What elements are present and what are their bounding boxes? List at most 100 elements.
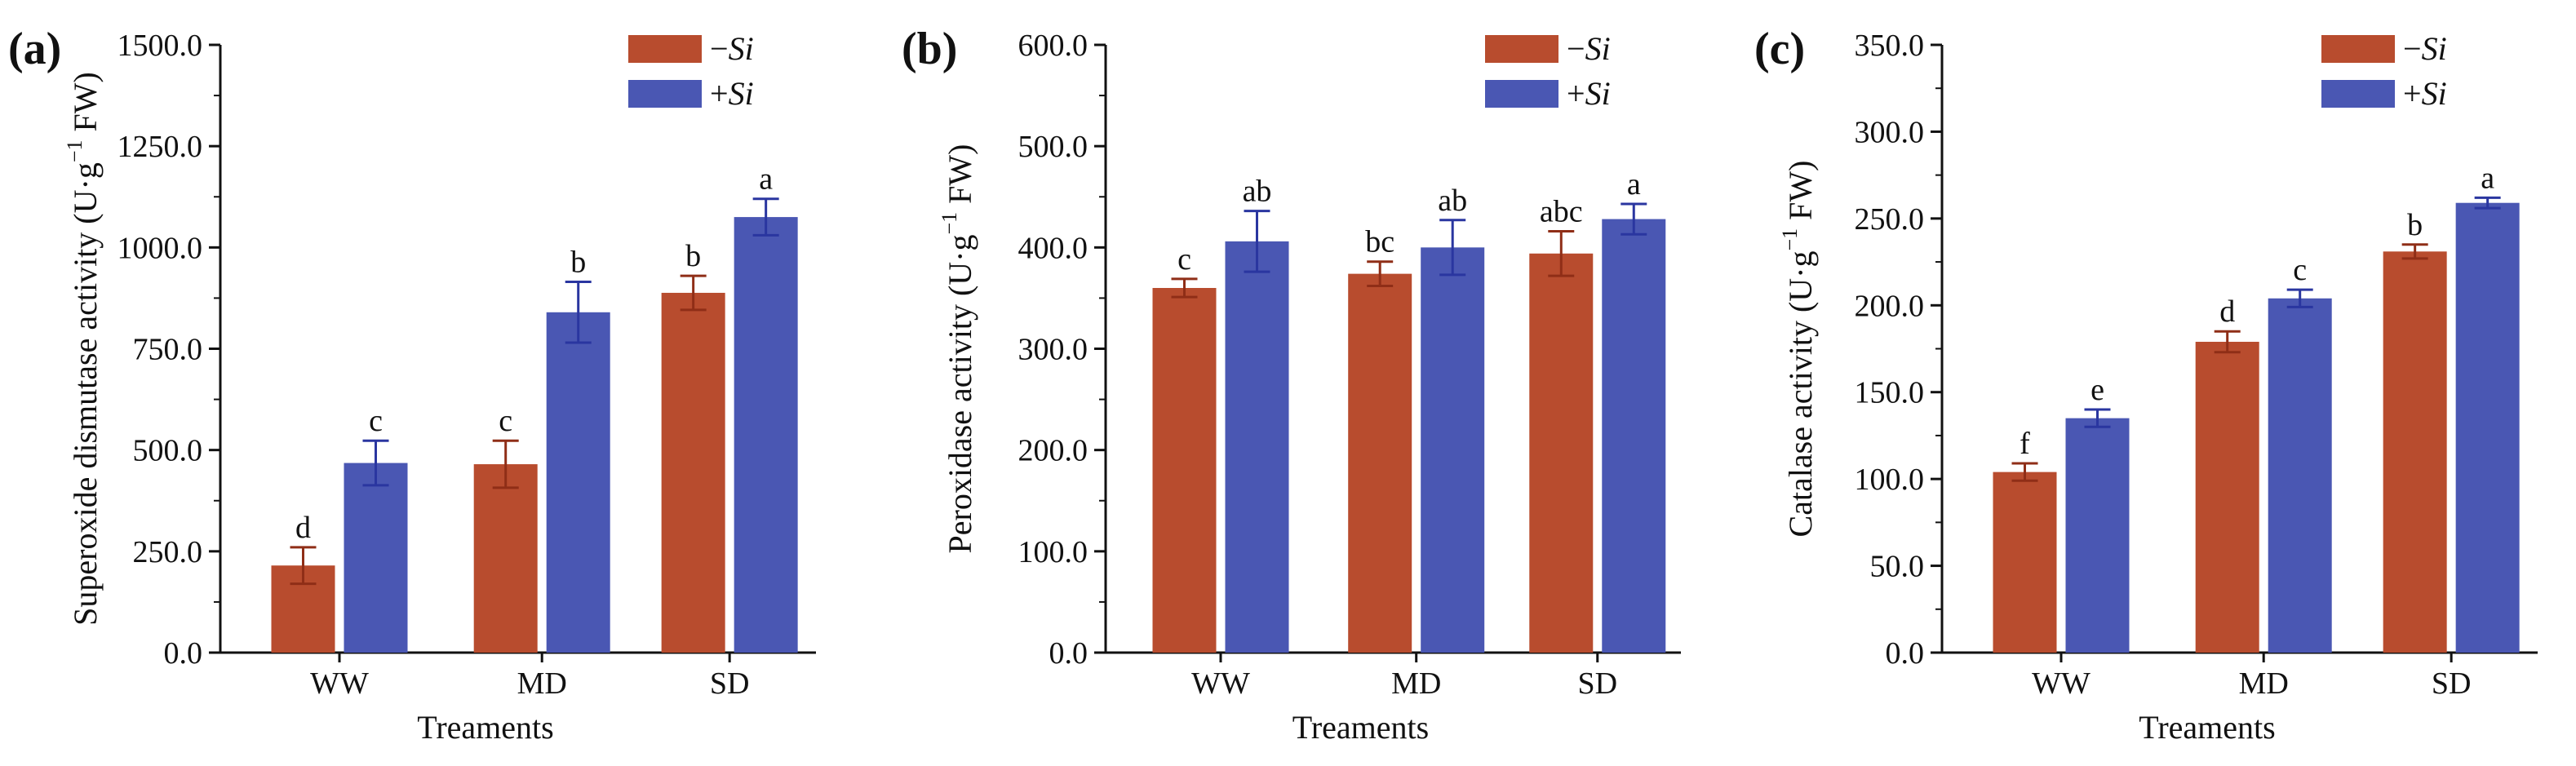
legend-swatch-plus-si: [2321, 80, 2395, 108]
x-axis-title: Treaments: [2139, 709, 2275, 746]
significance-label: ab: [1438, 184, 1467, 218]
y-tick-label: 50.0: [1870, 550, 1925, 584]
legend-sign: −: [710, 30, 729, 67]
bar-plus-si-md: [1421, 247, 1485, 653]
panel-letter: (a): [8, 24, 61, 74]
y-tick-label: 100.0: [1018, 535, 1088, 569]
legend: −Si+Si: [1485, 30, 1611, 112]
bar-plus-si-ww: [344, 463, 408, 653]
legend: −Si +Si: [2321, 30, 2447, 112]
significance-label: abc: [1540, 194, 1583, 228]
significance-label: c: [2293, 253, 2307, 287]
x-tick-label: SD: [2432, 666, 2472, 701]
y-tick-label: 750.0: [133, 333, 203, 367]
significance-label: a: [759, 162, 773, 197]
y-tick-label: 250.0: [1855, 202, 1925, 237]
significance-label: b: [685, 239, 701, 273]
y-axis-title-superscript: −1: [63, 140, 86, 163]
legend-swatch-minus-si: [1485, 35, 1558, 63]
bar-minus-si-sd: [2383, 251, 2447, 653]
significance-label: f: [2020, 427, 2030, 461]
panel-letter: (c): [1754, 24, 1805, 74]
y-tick-label: 1250.0: [117, 130, 203, 164]
y-tick-label: 150.0: [1855, 376, 1925, 410]
bar-plus-si-sd: [1602, 219, 1666, 653]
bar-plus-si-sd: [2455, 202, 2520, 653]
bar-minus-si-ww: [1152, 288, 1217, 653]
legend-label: +Si: [710, 75, 754, 112]
bar-minus-si-ww: [1993, 472, 2057, 653]
y-tick-label: 300.0: [1018, 333, 1088, 367]
chart-panel-1: (a) 0.0 250.0 500.0 750.0 1000.0 1250.0 1500.0 S…: [8, 24, 816, 746]
legend-swatch-minus-si: [2321, 35, 2395, 63]
significance-label: ab: [1243, 175, 1272, 209]
legend-sign: −: [2403, 30, 2422, 67]
y-tick-label: 600.0: [1018, 29, 1088, 63]
significance-label: a: [1627, 167, 1641, 201]
y-tick-label: 0.0: [164, 636, 203, 671]
panel-letter: (b): [902, 24, 957, 74]
legend-label: −Si: [710, 30, 754, 67]
bar-minus-si-md: [2195, 341, 2259, 653]
bar-plus-si-md: [2268, 298, 2332, 653]
significance-label: b: [2407, 208, 2423, 242]
y-tick-label: 0.0: [1886, 636, 1925, 671]
y-axis-title-main: Catalase activity (U·g: [1782, 251, 1819, 538]
bar-minus-si-sd: [1529, 253, 1594, 653]
bar-minus-si-md: [1348, 273, 1412, 653]
legend: −Si +Si: [628, 30, 754, 112]
y-axis-title: Superoxide dismutase activity (U·g−1 FW): [63, 72, 104, 626]
legend-swatch-plus-si: [628, 80, 702, 108]
bar-plus-si-ww: [2065, 418, 2130, 653]
bar-plus-si-md: [546, 312, 610, 653]
legend-name: Si: [1585, 75, 1611, 112]
y-axis-title-unit: FW): [67, 72, 104, 139]
legend-name: Si: [1585, 30, 1611, 67]
y-axis-title: Peroxidase activity (U·g−1 FW): [938, 144, 978, 554]
legend-swatch-plus-si: [1485, 80, 1558, 108]
x-tick-label: MD: [1391, 666, 1441, 701]
y-axis-title-superscript: −1: [938, 212, 961, 235]
significance-label: c: [369, 404, 383, 438]
chart-panel-2: (b) 0.0 100.0 200.0 300.0 400.0 500.0 600.0 Pero…: [902, 24, 1681, 746]
y-axis-title-main: Peroxidase activity (U·g: [942, 235, 978, 554]
y-tick-label: 1000.0: [117, 231, 203, 265]
x-tick-label: WW: [310, 666, 369, 701]
y-tick-label: 1500.0: [117, 29, 203, 63]
legend-label: −Si: [1567, 30, 1611, 67]
x-tick-label: SD: [1577, 666, 1617, 701]
y-axis-title: Catalase activity (U·g−1 FW): [1778, 161, 1819, 538]
x-tick-label: WW: [2032, 666, 2091, 701]
x-tick-label: MD: [517, 666, 567, 701]
significance-label: bc: [1365, 225, 1394, 259]
y-axis-title-main: Superoxide dismutase activity (U·g: [67, 162, 104, 626]
significance-label: a: [2481, 161, 2494, 195]
x-tick-label: MD: [2239, 666, 2289, 701]
x-axis-title: Treaments: [1292, 709, 1429, 746]
bar-minus-si-md: [473, 464, 538, 653]
significance-label: d: [295, 511, 311, 545]
legend-swatch-minus-si: [628, 35, 702, 63]
y-tick-label: 200.0: [1018, 434, 1088, 468]
y-tick-label: 250.0: [133, 535, 203, 569]
significance-label: c: [1177, 242, 1191, 277]
legend-sign: +: [2403, 75, 2422, 112]
y-tick-label: 300.0: [1855, 115, 1925, 149]
legend-name: Si: [2422, 75, 2447, 112]
y-tick-label: 400.0: [1018, 231, 1088, 265]
y-axis-title-unit: FW): [942, 144, 978, 212]
significance-label: b: [570, 246, 586, 280]
y-tick-label: 200.0: [1855, 289, 1925, 323]
bar-plus-si-sd: [734, 217, 798, 653]
significance-label: d: [2219, 294, 2235, 329]
y-axis-title-unit: FW): [1782, 161, 1819, 228]
y-tick-label: 350.0: [1855, 29, 1925, 63]
legend-name: Si: [729, 30, 754, 67]
significance-label: c: [499, 404, 512, 438]
y-tick-label: 100.0: [1855, 463, 1925, 497]
legend-sign: −: [1567, 30, 1585, 67]
bar-plus-si-ww: [1225, 241, 1289, 653]
x-tick-label: WW: [1191, 666, 1250, 701]
legend-label: −Si: [2403, 30, 2447, 67]
